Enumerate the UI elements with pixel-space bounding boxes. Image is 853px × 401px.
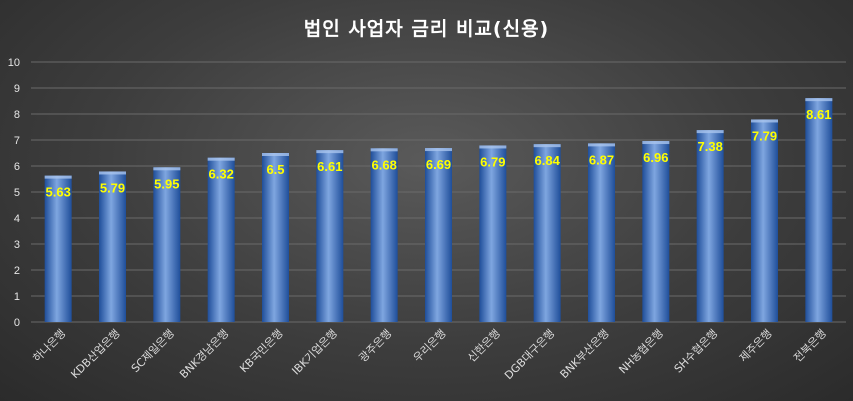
y-tick-label: 5	[14, 187, 20, 199]
category-label: 제주은행	[737, 327, 775, 365]
data-label: 6.96	[643, 150, 668, 165]
data-label: 6.61	[317, 159, 342, 174]
y-tick-label: 8	[14, 109, 20, 121]
category-label: KB국민은행	[237, 327, 285, 375]
y-tick-label: 6	[14, 161, 20, 173]
data-label: 6.87	[589, 152, 614, 167]
data-label: 7.38	[698, 139, 723, 154]
bar-top-highlight	[533, 144, 561, 148]
bar-top-highlight	[207, 157, 235, 161]
data-label: 6.32	[209, 167, 234, 182]
bar-top-highlight	[316, 150, 344, 154]
y-tick-label: 1	[14, 291, 20, 303]
bar	[262, 153, 289, 322]
category-label: 우리은행	[411, 327, 449, 365]
y-tick-label: 2	[14, 265, 20, 277]
bar-top-highlight	[642, 141, 670, 145]
bar	[370, 148, 398, 322]
bar	[533, 144, 561, 322]
bar	[99, 171, 126, 322]
data-label: 5.63	[46, 185, 71, 200]
bar	[207, 157, 235, 322]
bar	[696, 130, 724, 322]
bar	[642, 141, 670, 322]
data-label: 8.61	[806, 107, 831, 122]
category-label: DGB대구은행	[502, 327, 557, 382]
bar-top-highlight	[588, 143, 615, 147]
bar	[805, 98, 833, 322]
category-label: SH수협은행	[672, 327, 721, 376]
y-tick-label: 4	[14, 213, 20, 225]
y-tick-label: 10	[8, 57, 20, 69]
bar	[153, 167, 181, 322]
bar-top-highlight	[479, 145, 507, 149]
y-tick-label: 3	[14, 239, 20, 251]
bar	[44, 175, 72, 322]
data-label: 5.79	[100, 180, 125, 195]
category-label: 전북은행	[791, 327, 829, 365]
y-tick-label: 0	[14, 317, 20, 329]
bar	[751, 119, 778, 323]
bar-top-highlight	[262, 153, 289, 156]
bar-top-highlight	[44, 175, 72, 179]
category-label: 광주은행	[356, 327, 394, 365]
data-label: 7.79	[752, 128, 777, 143]
bar	[316, 150, 344, 322]
category-label: 하나은행	[30, 326, 69, 365]
data-label: 5.95	[154, 176, 179, 191]
data-label: 6.84	[535, 153, 561, 168]
bar	[588, 143, 615, 322]
category-label: SC제일은행	[128, 326, 177, 375]
data-label: 6.69	[426, 157, 451, 172]
category-label: KDB산업은행	[68, 327, 122, 381]
category-label: NH농협은행	[616, 327, 665, 376]
data-label: 6.5	[266, 162, 284, 177]
data-label: 6.68	[372, 157, 397, 172]
bar	[425, 148, 452, 322]
bar-top-highlight	[696, 130, 724, 134]
bar-top-highlight	[751, 119, 778, 123]
y-tick-label: 9	[14, 83, 20, 95]
y-tick-label: 7	[14, 135, 20, 147]
data-label: 6.79	[480, 154, 505, 169]
bar-top-highlight	[99, 171, 126, 175]
bar-top-highlight	[805, 98, 833, 102]
bar	[479, 145, 507, 322]
bar-top-highlight	[425, 148, 452, 152]
category-label: BNK경남은행	[177, 327, 231, 381]
bar-top-highlight	[153, 167, 181, 171]
category-label: 신한은행	[465, 327, 503, 365]
bar-top-highlight	[370, 148, 398, 152]
category-label: IBK기업은행	[289, 327, 340, 378]
category-label: BNK부산은행	[558, 327, 612, 381]
chart-title: 법인 사업자 금리 비교(신용)	[303, 18, 550, 40]
